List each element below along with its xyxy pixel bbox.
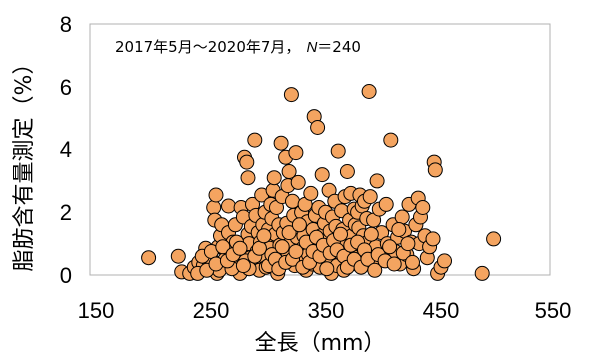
data-point [239, 154, 255, 170]
data-point [383, 132, 399, 148]
data-point [303, 185, 319, 201]
data-point [415, 200, 431, 215]
period-text: 2017年5月～2020年7月， [115, 38, 300, 56]
data-point [221, 198, 236, 214]
data-point [247, 132, 263, 148]
data-point [363, 226, 379, 242]
data-point [266, 170, 282, 186]
n-label: N [306, 39, 317, 56]
data-point [208, 187, 224, 203]
data-point [437, 253, 452, 269]
data-point [319, 261, 335, 277]
data-point [141, 250, 157, 266]
data-point [405, 254, 420, 270]
data-point [281, 164, 297, 179]
data-point [486, 231, 502, 247]
data-point [339, 164, 355, 179]
data-point [288, 145, 304, 161]
data-point [400, 236, 416, 252]
y-tick-label: 2 [60, 200, 72, 225]
data-point [206, 200, 222, 215]
data-points [141, 84, 502, 281]
n-value: ＝240 [317, 38, 361, 56]
data-point [232, 240, 248, 256]
y-tick-label: 6 [60, 75, 72, 100]
data-point [274, 239, 290, 255]
data-point [330, 143, 346, 159]
data-point [333, 226, 348, 242]
data-point [382, 239, 398, 255]
x-tick-label: 350 [308, 298, 345, 323]
data-point [367, 262, 383, 278]
data-point [386, 256, 402, 272]
data-point [251, 240, 267, 256]
y-tick-label: 0 [60, 263, 72, 288]
data-point [425, 231, 441, 247]
data-point [281, 225, 297, 241]
data-point [378, 196, 394, 212]
data-point [314, 167, 330, 183]
data-point [170, 248, 186, 264]
data-point [215, 239, 231, 255]
x-tick-label: 150 [78, 298, 115, 323]
data-point [361, 84, 377, 99]
data-point [291, 217, 307, 233]
x-axis-title: 全長（mm） [255, 331, 386, 356]
data-point [474, 265, 490, 281]
data-point [369, 173, 385, 189]
x-axis: 150 250 350 450 550 [78, 298, 572, 323]
data-point [391, 222, 407, 237]
period-annotation: 2017年5月～2020年7月， N＝240 [115, 38, 361, 56]
x-tick-label: 250 [193, 298, 230, 323]
y-tick-label: 8 [60, 12, 72, 37]
data-point [288, 244, 304, 259]
data-point [310, 120, 326, 135]
data-point [273, 135, 289, 151]
x-tick-label: 450 [423, 298, 460, 323]
data-point [256, 228, 272, 244]
y-axis: 0 2 4 6 8 [60, 12, 72, 288]
data-point [427, 162, 443, 178]
data-point [240, 170, 256, 186]
data-point [394, 209, 410, 225]
x-tick-label: 550 [535, 298, 572, 323]
y-tick-label: 4 [60, 137, 72, 162]
data-point [362, 189, 378, 205]
y-axis-title: 脂肪含有量測定（%） [12, 53, 37, 272]
data-point [235, 258, 251, 274]
data-point [290, 174, 306, 190]
data-point [283, 87, 299, 103]
